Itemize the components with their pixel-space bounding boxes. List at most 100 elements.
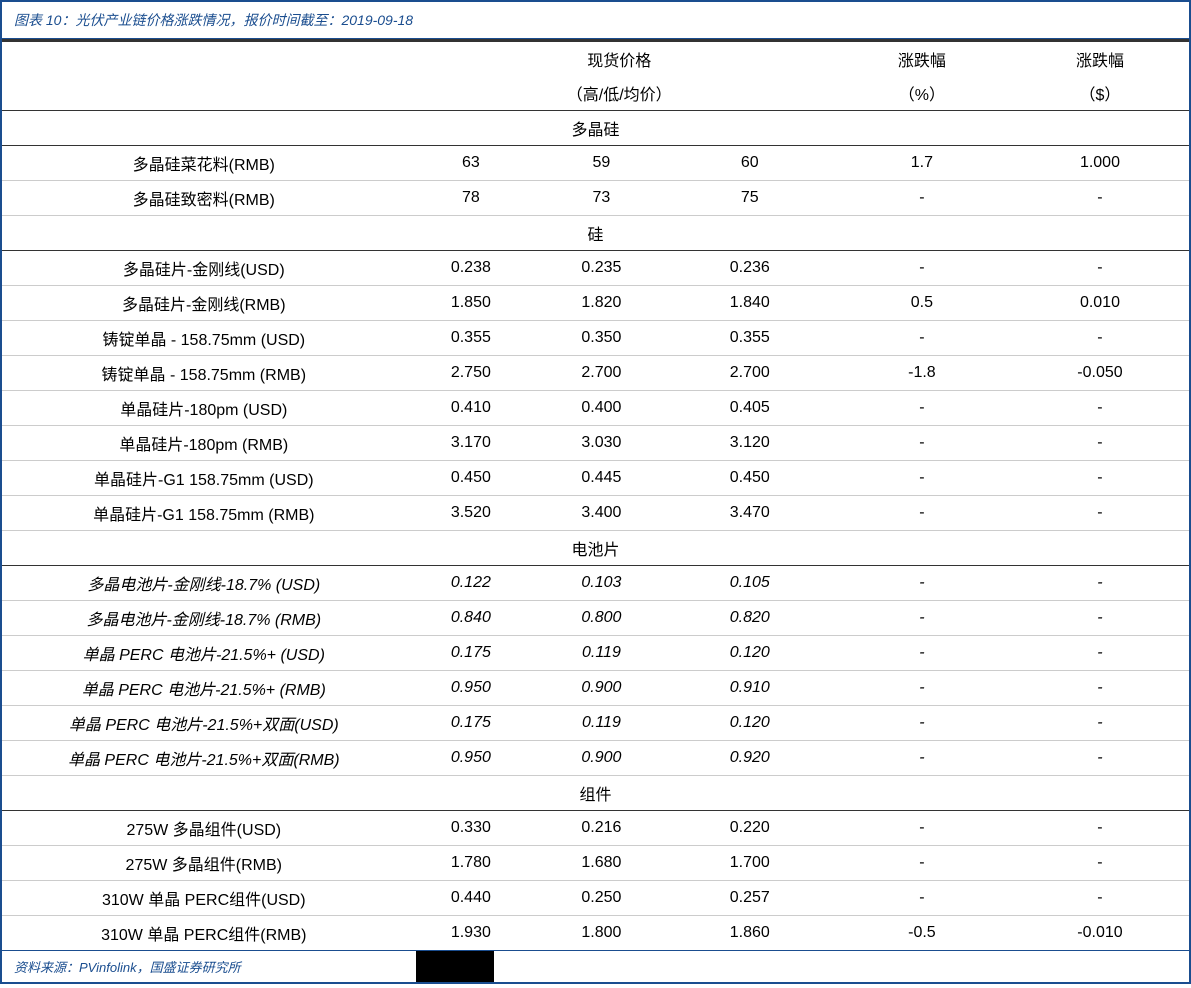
cell-name: 单晶 PERC 电池片-21.5%+ (RMB): [2, 671, 406, 706]
table-row: 多晶电池片-金刚线-18.7% (RMB)0.8400.8000.820--: [2, 601, 1189, 636]
table-row: 铸锭单晶 - 158.75mm (RMB)2.7502.7002.700-1.8…: [2, 356, 1189, 391]
header-chg-pct: 涨跌幅: [833, 41, 1011, 77]
table-row: 单晶 PERC 电池片-21.5%+双面(RMB)0.9500.9000.920…: [2, 741, 1189, 776]
cell-high: 1.930: [406, 916, 537, 951]
cell-low: 3.030: [536, 426, 667, 461]
section-name: 硅: [2, 216, 1189, 251]
cell-dollar: -: [1011, 181, 1189, 216]
cell-pct: -: [833, 636, 1011, 671]
table-row: 单晶 PERC 电池片-21.5%+双面(USD)0.1750.1190.120…: [2, 706, 1189, 741]
cell-dollar: -: [1011, 496, 1189, 531]
cell-high: 1.850: [406, 286, 537, 321]
cell-avg: 0.910: [667, 671, 833, 706]
cell-dollar: 1.000: [1011, 146, 1189, 181]
cell-avg: 1.840: [667, 286, 833, 321]
table-row: 多晶电池片-金刚线-18.7% (USD)0.1220.1030.105--: [2, 566, 1189, 601]
cell-low: 1.820: [536, 286, 667, 321]
cell-avg: 0.820: [667, 601, 833, 636]
header-chg-dollar: 涨跌幅: [1011, 41, 1189, 77]
cell-dollar: -0.050: [1011, 356, 1189, 391]
table-row: 单晶 PERC 电池片-21.5%+ (USD)0.1750.1190.120-…: [2, 636, 1189, 671]
cell-name: 铸锭单晶 - 158.75mm (RMB): [2, 356, 406, 391]
cell-high: 0.175: [406, 706, 537, 741]
cell-dollar: -: [1011, 706, 1189, 741]
section-name: 多晶硅: [2, 111, 1189, 146]
cell-pct: -: [833, 461, 1011, 496]
header-row-1: 现货价格 涨跌幅 涨跌幅: [2, 41, 1189, 77]
cell-low: 0.800: [536, 601, 667, 636]
cell-avg: 0.105: [667, 566, 833, 601]
table-row: 单晶硅片-G1 158.75mm (USD)0.4500.4450.450--: [2, 461, 1189, 496]
section-header-row: 多晶硅: [2, 111, 1189, 146]
cell-pct: -: [833, 496, 1011, 531]
cell-avg: 3.470: [667, 496, 833, 531]
section-name: 电池片: [2, 531, 1189, 566]
table-row: 310W 单晶 PERC组件(RMB)1.9301.8001.860-0.5-0…: [2, 916, 1189, 951]
cell-avg: 0.120: [667, 706, 833, 741]
table-row: 铸锭单晶 - 158.75mm (USD)0.3550.3500.355--: [2, 321, 1189, 356]
cell-pct: -: [833, 811, 1011, 846]
cell-high: 78: [406, 181, 537, 216]
cell-low: 0.250: [536, 881, 667, 916]
cell-dollar: -: [1011, 671, 1189, 706]
cell-high: 3.170: [406, 426, 537, 461]
table-row: 多晶硅片-金刚线(USD)0.2380.2350.236--: [2, 251, 1189, 286]
table-row: 310W 单晶 PERC组件(USD)0.4400.2500.257--: [2, 881, 1189, 916]
cell-pct: -: [833, 566, 1011, 601]
cell-name: 多晶电池片-金刚线-18.7% (USD): [2, 566, 406, 601]
cell-avg: 0.450: [667, 461, 833, 496]
cell-avg: 0.405: [667, 391, 833, 426]
cell-avg: 0.236: [667, 251, 833, 286]
cell-low: 1.680: [536, 846, 667, 881]
cell-name: 275W 多晶组件(RMB): [2, 846, 406, 881]
cell-pct: -: [833, 426, 1011, 461]
cell-name: 单晶硅片-180pm (USD): [2, 391, 406, 426]
header-chg-dollar-sub: （$）: [1011, 76, 1189, 111]
table-title: 图表 10：光伏产业链价格涨跌情况，报价时间截至：2019-09-18: [2, 2, 1189, 39]
cell-pct: -: [833, 391, 1011, 426]
header-spot-price: 现货价格: [406, 41, 833, 77]
cell-pct: -: [833, 846, 1011, 881]
cell-dollar: -: [1011, 741, 1189, 776]
table-row: 多晶硅致密料(RMB)787375--: [2, 181, 1189, 216]
header-chg-pct-sub: （%）: [833, 76, 1011, 111]
table-row: 275W 多晶组件(USD)0.3300.2160.220--: [2, 811, 1189, 846]
cell-name: 单晶硅片-180pm (RMB): [2, 426, 406, 461]
cell-high: 0.238: [406, 251, 537, 286]
table-row: 单晶 PERC 电池片-21.5%+ (RMB)0.9500.9000.910 -…: [2, 671, 1189, 706]
source-text: 资料来源：PVinfolink，国盛证券研究所: [14, 960, 241, 975]
table-row: 单晶硅片-G1 158.75mm (RMB)3.5203.4003.470--: [2, 496, 1189, 531]
cell-low: 0.900: [536, 741, 667, 776]
cell-dollar: -: [1011, 811, 1189, 846]
cell-high: 0.950: [406, 741, 537, 776]
cell-avg: 1.860: [667, 916, 833, 951]
cell-pct: -: [833, 706, 1011, 741]
cell-name: 多晶硅片-金刚线(USD): [2, 251, 406, 286]
cell-low: 0.350: [536, 321, 667, 356]
cell-low: 0.900: [536, 671, 667, 706]
cell-name: 单晶硅片-G1 158.75mm (USD): [2, 461, 406, 496]
cell-avg: 3.120: [667, 426, 833, 461]
cell-pct: -: [833, 321, 1011, 356]
cell-low: 3.400: [536, 496, 667, 531]
cell-avg: 0.257: [667, 881, 833, 916]
cell-avg: 60: [667, 146, 833, 181]
cell-dollar: -: [1011, 601, 1189, 636]
cell-avg: 2.700: [667, 356, 833, 391]
cell-dollar: -: [1011, 881, 1189, 916]
cell-high: 0.440: [406, 881, 537, 916]
cell-name: 310W 单晶 PERC组件(USD): [2, 881, 406, 916]
cell-name: 多晶硅致密料(RMB): [2, 181, 406, 216]
cell-name: 单晶 PERC 电池片-21.5%+ (USD): [2, 636, 406, 671]
cell-name: 275W 多晶组件(USD): [2, 811, 406, 846]
cell-avg: 0.920: [667, 741, 833, 776]
cell-avg: 75: [667, 181, 833, 216]
cell-avg: 0.120: [667, 636, 833, 671]
cell-pct: 0.5: [833, 286, 1011, 321]
cell-high: 0.840: [406, 601, 537, 636]
table-row: 单晶硅片-180pm (USD)0.4100.4000.405--: [2, 391, 1189, 426]
cell-dollar: -: [1011, 846, 1189, 881]
cell-high: 2.750: [406, 356, 537, 391]
cell-high: 0.950: [406, 671, 537, 706]
redaction-block: [416, 951, 494, 982]
